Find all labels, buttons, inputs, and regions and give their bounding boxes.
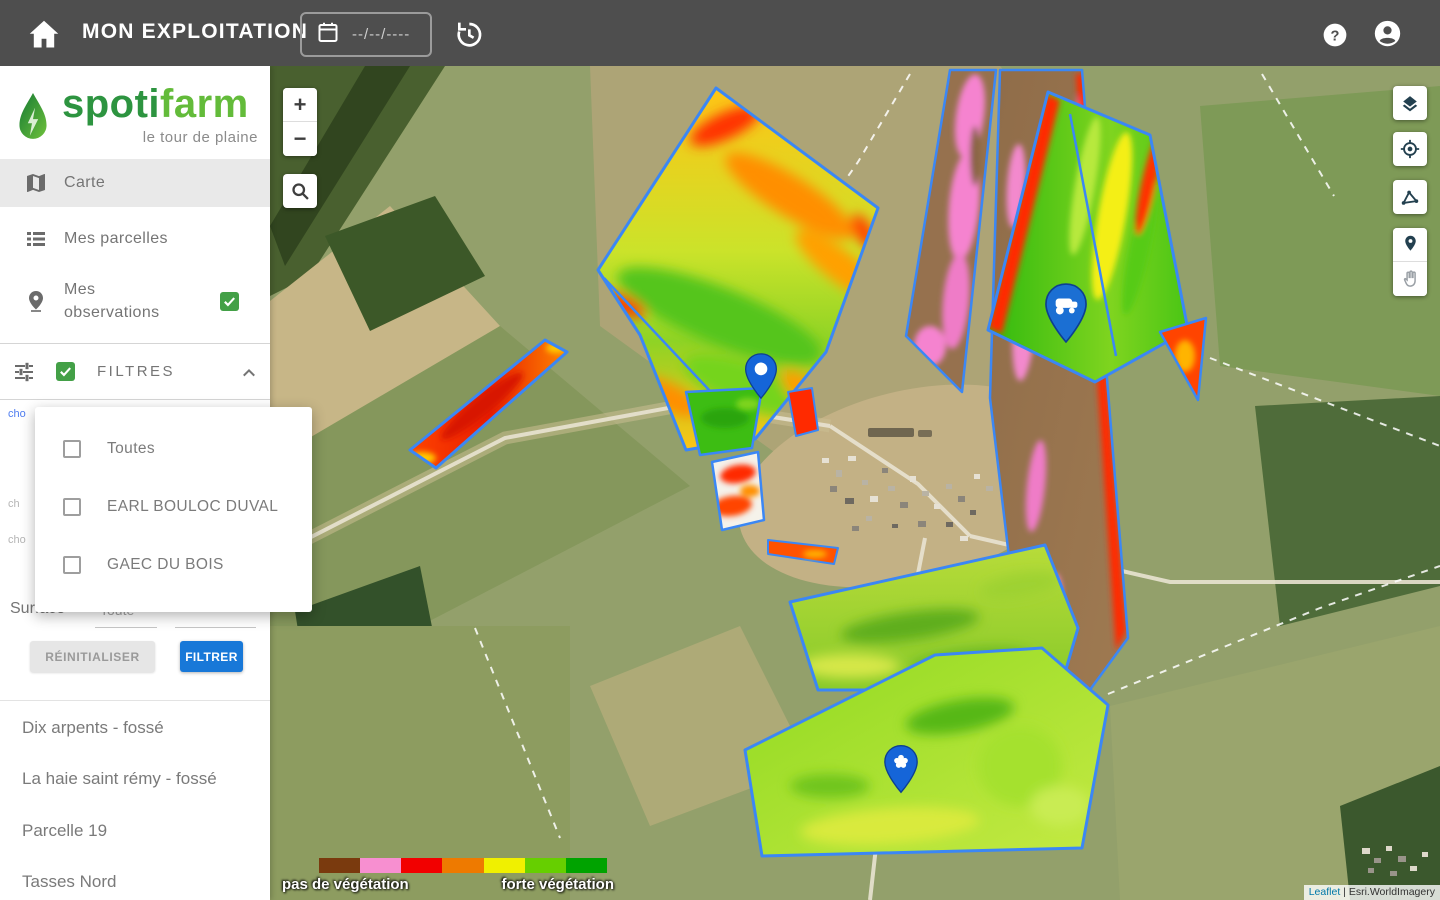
parcel-list-item[interactable]: Parcelle 19 (22, 821, 108, 840)
observations-checkbox[interactable] (220, 292, 239, 311)
sidebar: spotifarm le tour de plaine Carte Mes pa… (0, 66, 312, 900)
chevron-up-icon[interactable] (240, 364, 258, 382)
locate-button[interactable] (1393, 132, 1427, 166)
ndvi-field (686, 388, 762, 455)
legend-label-left: pas de végétation (282, 876, 409, 893)
sidebar-item-mes-parcelles[interactable]: Mes parcelles (0, 215, 270, 263)
page-title: MON EXPLOITATION (82, 20, 309, 43)
checkbox-icon[interactable] (63, 440, 81, 458)
parcel-list-item[interactable]: La haie saint rémy - fossé (22, 769, 217, 788)
zoom-out-button[interactable]: − (283, 122, 317, 156)
brand-wordmark: spotifarm (62, 82, 249, 126)
help-icon[interactable]: ? (1322, 22, 1348, 48)
search-button[interactable] (283, 174, 317, 208)
map-canvas[interactable]: + − (270, 66, 1440, 900)
village-cluster (822, 428, 1428, 876)
measure-button[interactable] (1393, 180, 1427, 214)
tractor-marker[interactable] (1040, 282, 1092, 344)
dropdown-option-label: EARL BOULOC DUVAL (107, 498, 279, 515)
sidebar-item-label: Mes parcelles (64, 230, 168, 247)
checkbox-icon[interactable] (63, 556, 81, 574)
legend-label-right: forte végétation (501, 876, 614, 893)
profile-icon[interactable] (1373, 19, 1402, 48)
map-attribution: Leaflet | Esri.WorldImagery (1303, 885, 1440, 900)
sidebar-item-carte[interactable]: Carte (0, 159, 270, 207)
filter-button[interactable]: FILTRER (180, 641, 243, 672)
place-icon (24, 289, 48, 313)
dropdown-option-gaec-du-bois[interactable]: GAEC DU BOIS (35, 555, 312, 575)
dropdown-option-label: GAEC DU BOIS (107, 556, 224, 573)
history-icon[interactable] (452, 18, 484, 50)
dropdown-option-earl-bouloc-duval[interactable]: EARL BOULOC DUVAL (35, 497, 312, 517)
layers-button[interactable] (1393, 86, 1427, 120)
clipped-text: cho (8, 408, 26, 420)
filters-header[interactable]: FILTRES (0, 343, 270, 400)
leaflet-link[interactable]: Leaflet (1308, 886, 1341, 898)
parcel-list-item[interactable]: Tasses Nord (22, 872, 117, 891)
filters-label: FILTRES (97, 363, 176, 380)
divider (0, 700, 270, 701)
legend-colorbar (319, 858, 607, 873)
top-bar: MON EXPLOITATION --/--/---- ? (0, 0, 1440, 66)
tune-icon (12, 360, 36, 384)
sidebar-item-label: Carte (64, 174, 106, 191)
date-picker-button[interactable]: --/--/---- (300, 12, 432, 57)
zoom-in-button[interactable]: + (283, 88, 317, 122)
spotifarm-leaf-logo (19, 93, 47, 139)
checkbox-icon[interactable] (63, 498, 81, 516)
calendar-icon (316, 20, 340, 49)
surface-max-input[interactable] (175, 627, 256, 628)
svg-text:?: ? (1331, 28, 1340, 44)
dropdown-option-toutes[interactable]: Toutes (35, 439, 312, 459)
list-icon (24, 227, 48, 251)
marker-tools (1393, 228, 1427, 296)
observation-marker[interactable] (742, 352, 780, 400)
tiles-source: Esri.WorldImagery (1348, 886, 1435, 898)
map-icon (24, 171, 48, 195)
brand-tagline: le tour de plaine (142, 129, 258, 146)
parcel-list-item[interactable]: Dix arpents - fossé (22, 718, 164, 737)
home-icon[interactable] (26, 16, 62, 52)
flower-marker[interactable] (881, 744, 921, 794)
clipped-text: cho (8, 534, 26, 546)
sidebar-item-mes-observations[interactable]: Mes observations (0, 269, 270, 333)
filters-checkbox[interactable] (56, 362, 75, 381)
satellite-terrain (270, 66, 1440, 900)
clipped-text: ch (8, 498, 20, 510)
date-value: --/--/---- (352, 26, 411, 43)
sidebar-item-label: Mes observations (64, 280, 160, 321)
zoom-controls: + − (283, 88, 317, 156)
reset-button[interactable]: RÉINITIALISER (30, 641, 155, 672)
add-marker-button[interactable] (1393, 228, 1427, 262)
pan-hand-button[interactable] (1393, 262, 1427, 296)
dropdown-option-label: Toutes (107, 440, 156, 457)
surface-min-input[interactable] (95, 627, 157, 628)
ndvi-legend: pas de végétation forte végétation (282, 858, 614, 893)
exploitation-dropdown: Toutes EARL BOULOC DUVAL GAEC DU BOIS (35, 407, 312, 612)
